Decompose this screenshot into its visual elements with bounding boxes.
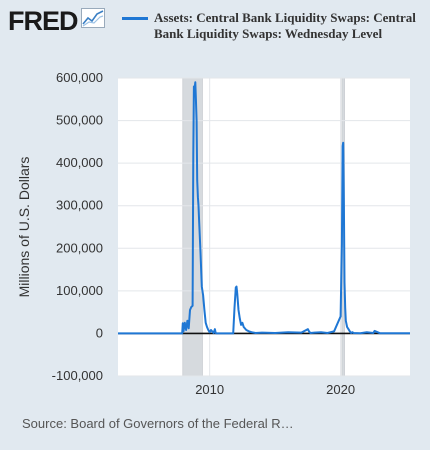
plot-background xyxy=(118,78,410,376)
y-tick-label: -100,000 xyxy=(52,368,103,383)
x-tick-label: 2020 xyxy=(326,382,355,397)
y-tick-label: 300,000 xyxy=(56,198,103,213)
x-tick-label: 2010 xyxy=(195,382,224,397)
fred-logo-text: FRED xyxy=(8,6,78,36)
chart-legend: Assets: Central Bank Liquidity Swaps: Ce… xyxy=(122,10,422,42)
legend-label[interactable]: Assets: Central Bank Liquidity Swaps: Ce… xyxy=(154,10,416,41)
trend-graph-icon xyxy=(80,8,105,33)
y-axis-label: Millions of U.S. Dollars xyxy=(16,157,32,298)
legend-swatch xyxy=(122,17,148,20)
series-line[interactable] xyxy=(118,81,410,335)
y-tick-label: 0 xyxy=(96,325,103,340)
x-axis-ticks: 2010 2020 xyxy=(195,382,355,397)
y-tick-label: 100,000 xyxy=(56,283,103,298)
y-tick-label: 400,000 xyxy=(56,155,103,170)
y-tick-label: 500,000 xyxy=(56,113,103,128)
y-axis-ticks: 600,000 500,000 400,000 300,000 200,000 100,0… xyxy=(52,70,103,383)
series-group xyxy=(118,81,410,335)
y-tick-label: 200,000 xyxy=(56,240,103,255)
source-note: Source: Board of Governors of the Federa… xyxy=(22,416,294,431)
y-tick-label: 600,000 xyxy=(56,70,103,85)
fred-logo[interactable]: FRED xyxy=(8,6,105,36)
